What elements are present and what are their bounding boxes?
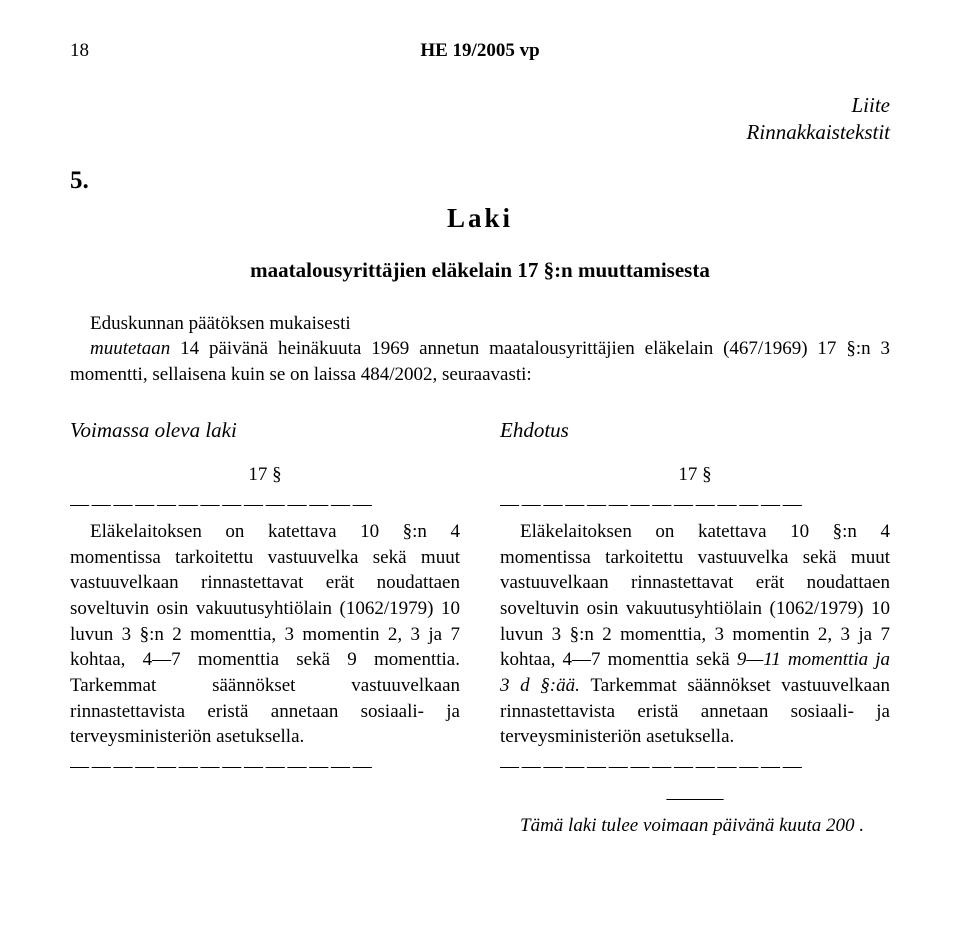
right-body-text: Eläkelaitoksen on katettava 10 §:n 4 mom…: [500, 519, 890, 750]
entry-into-force: Tämä laki tulee voimaan päivänä kuuta 20…: [500, 813, 890, 839]
left-paragraph-number: 17 §: [70, 462, 460, 488]
right-dashes-bottom: — — — — — — — — — — — — — —: [500, 754, 890, 780]
preamble-line-2: muutetaan 14 päivänä heinäkuuta 1969 ann…: [70, 336, 890, 387]
document-page: 18 HE 19/2005 vp Liite Rinnakkaistekstit…: [0, 0, 960, 879]
preamble-line-1: Eduskunnan päätöksen mukaisesti: [70, 311, 890, 337]
annex-line-1: Liite: [70, 92, 890, 119]
annex-line-2: Rinnakkaistekstit: [70, 119, 890, 146]
document-reference: HE 19/2005 vp: [70, 40, 890, 62]
right-column: Ehdotus 17 § — — — — — — — — — — — — — —…: [500, 416, 890, 839]
left-dashes-top: — — — — — — — — — — — — — —: [70, 492, 460, 518]
right-dashes-top: — — — — — — — — — — — — — —: [500, 492, 890, 518]
section-number: 5.: [70, 167, 890, 195]
right-column-heading: Ehdotus: [500, 416, 890, 444]
right-short-rule: ———: [500, 786, 890, 812]
right-body-pre: Eläkelaitoksen on katettava 10 §:n 4 mom…: [500, 521, 890, 670]
preamble-detail: 14 päivänä heinäkuuta 1969 annetun maata…: [70, 338, 890, 385]
law-heading: Laki: [70, 203, 890, 234]
left-column-heading: Voimassa oleva laki: [70, 416, 460, 444]
left-column: Voimassa oleva laki 17 § — — — — — — — —…: [70, 416, 460, 839]
parallel-columns: Voimassa oleva laki 17 § — — — — — — — —…: [70, 416, 890, 839]
left-dashes-bottom: — — — — — — — — — — — — — —: [70, 754, 460, 780]
page-header: 18 HE 19/2005 vp: [70, 40, 890, 62]
right-paragraph-number: 17 §: [500, 462, 890, 488]
left-body-text: Eläkelaitoksen on katettava 10 §:n 4 mom…: [70, 519, 460, 750]
preamble: Eduskunnan päätöksen mukaisesti muutetaa…: [70, 311, 890, 388]
preamble-muutetaan: muutetaan: [90, 338, 180, 359]
law-subtitle: maatalousyrittäjien eläkelain 17 §:n muu…: [70, 258, 890, 283]
annex-label: Liite Rinnakkaistekstit: [70, 92, 890, 147]
